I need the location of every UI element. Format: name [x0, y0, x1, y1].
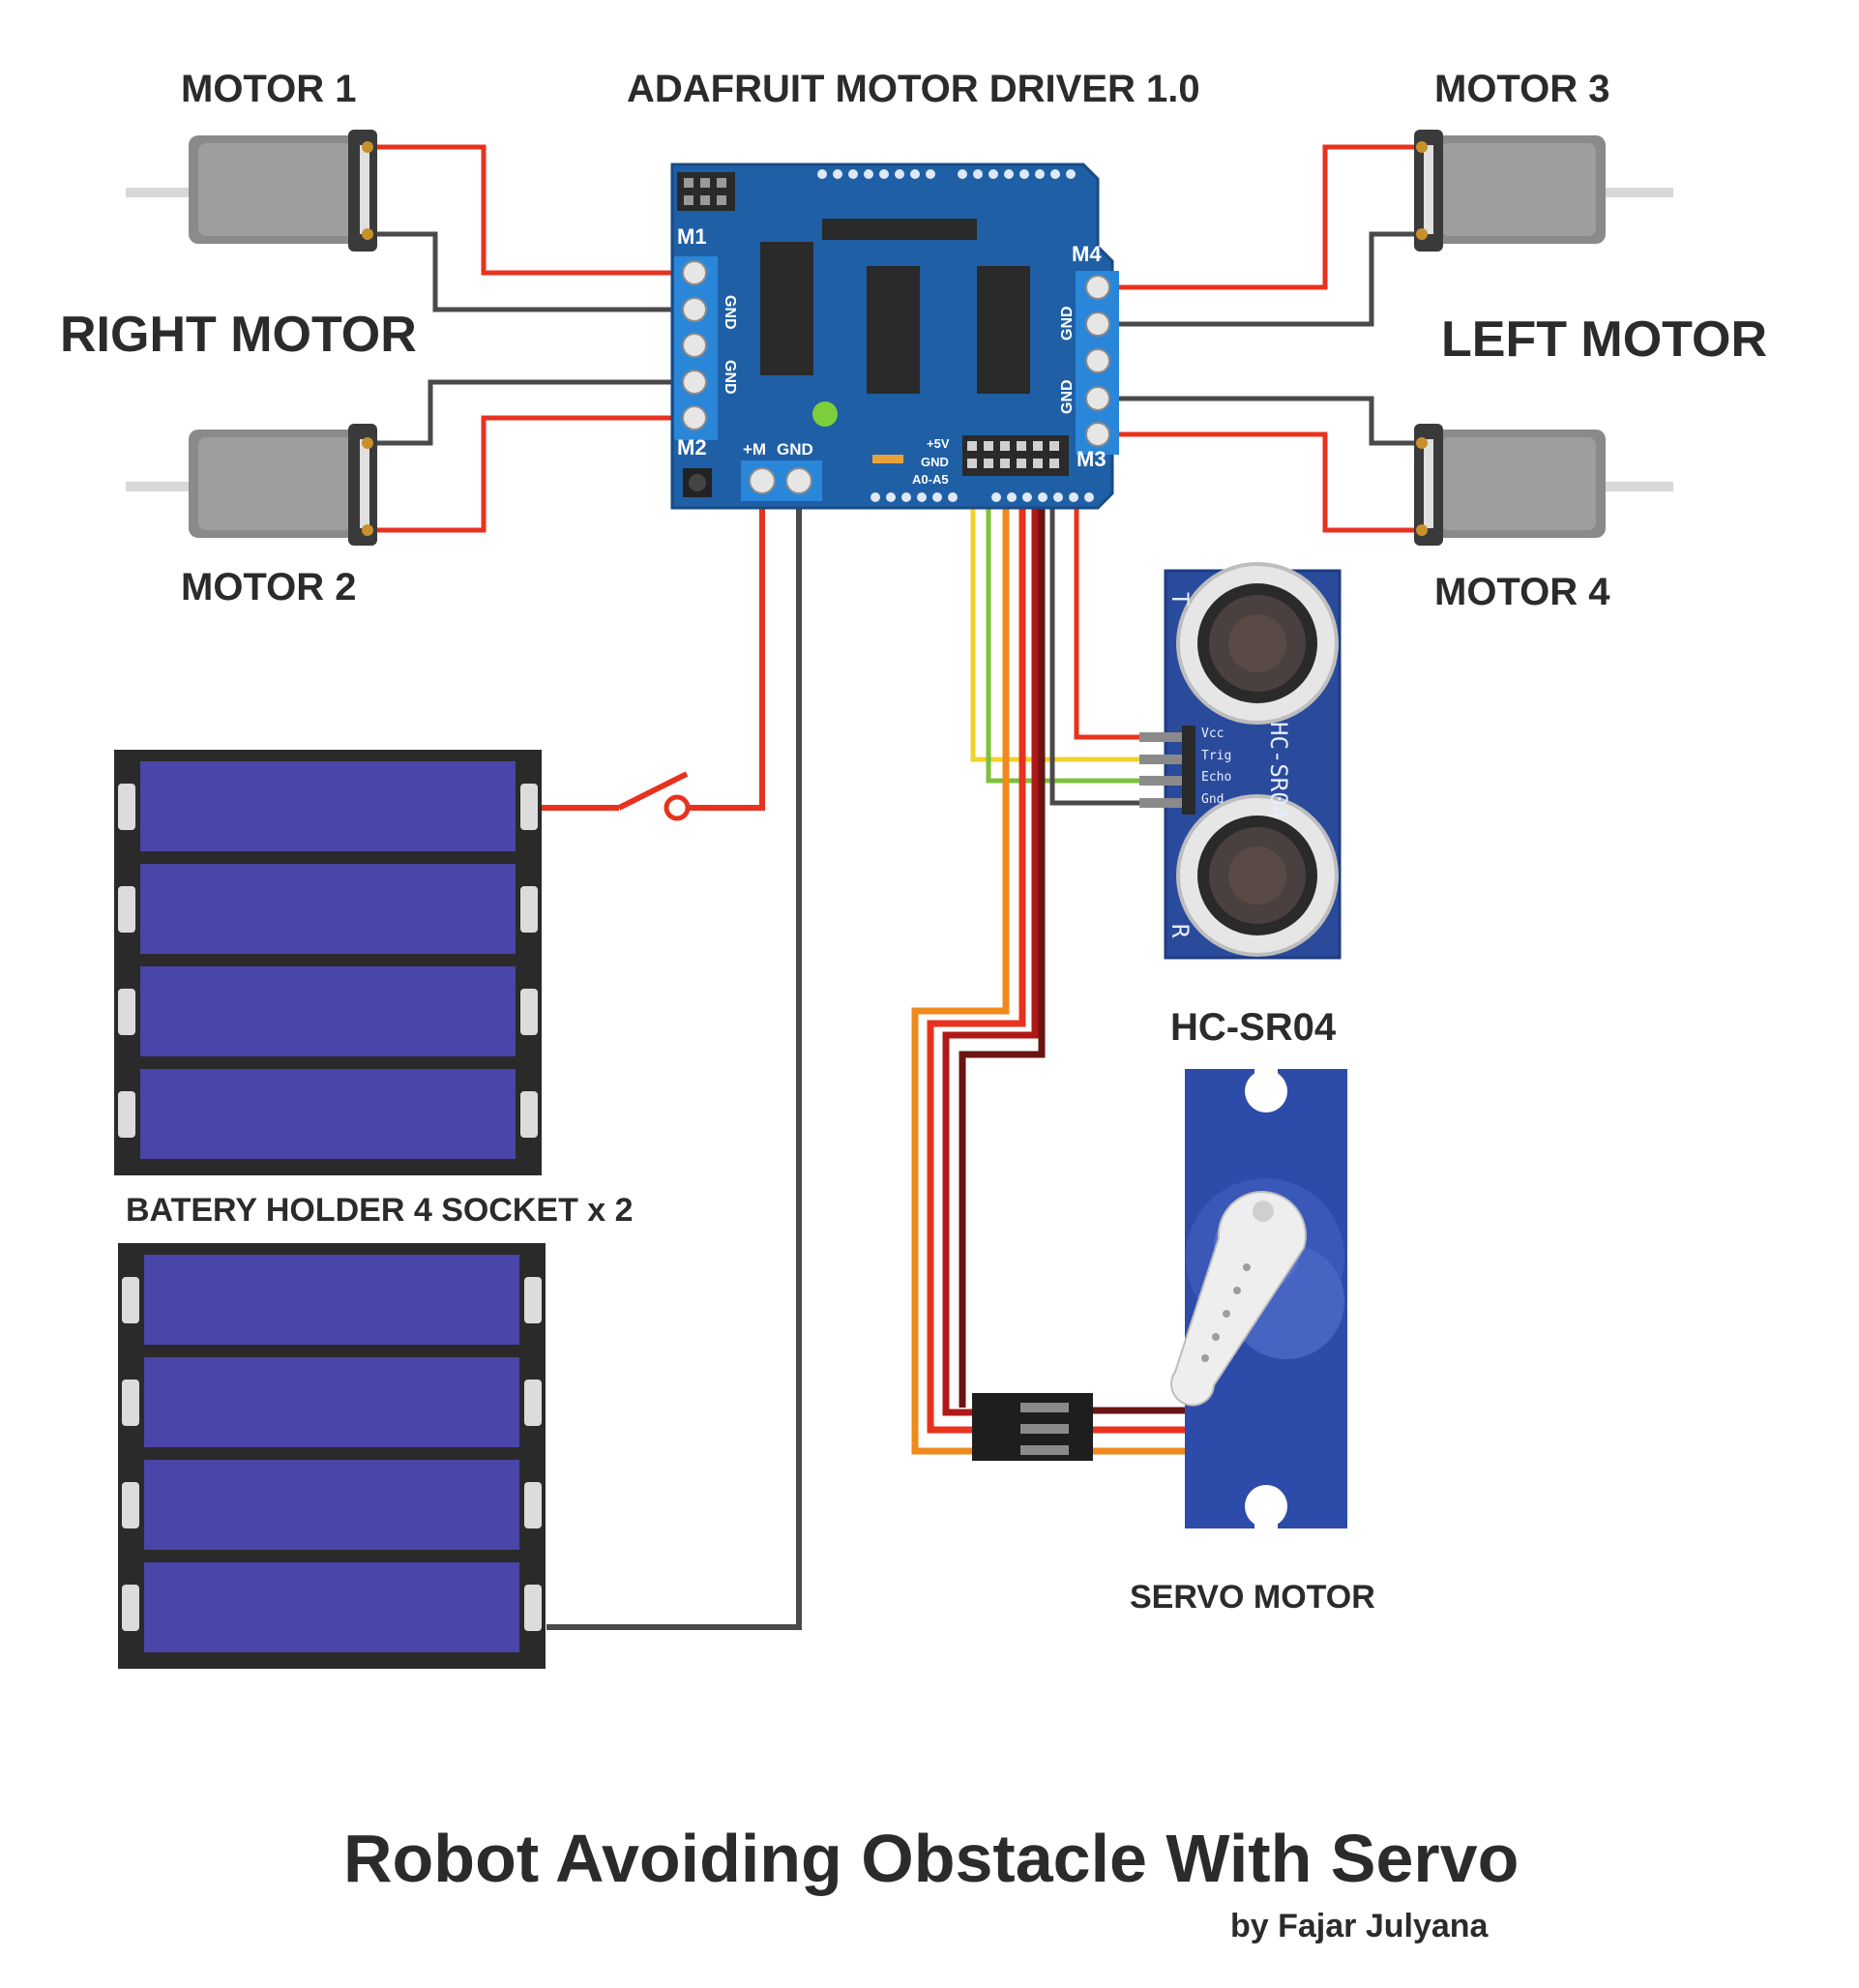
power-wires: [542, 493, 802, 1630]
label-motor-2: MOTOR 2: [181, 566, 357, 608]
wire-motor3-red: [1098, 144, 1422, 290]
label-motor-3: MOTOR 3: [1434, 68, 1610, 110]
sensor-model-silk: HC-SR04: [1265, 722, 1292, 819]
wire-motor1-red: [368, 144, 677, 276]
wire-servo-darkred: [959, 460, 1046, 1408]
servo-horn: [1170, 1191, 1307, 1407]
wire-motor4-red: [1098, 431, 1422, 533]
wire-sensor-vcc: [1074, 445, 1139, 740]
wire-motor4-black: [1098, 396, 1422, 446]
diagram-title: Robot Avoiding Obstacle With Servo: [343, 1821, 1519, 1896]
wire-sensor-echo: [986, 479, 1139, 784]
label-pwr-plus: +M: [743, 440, 766, 459]
label-motor-driver: ADAFRUIT MOTOR DRIVER 1.0: [627, 68, 1200, 110]
wire-motor3-black: [1098, 231, 1422, 327]
label-right-motor: RIGHT MOTOR: [60, 307, 417, 363]
wire-sensor-trig: [970, 479, 1139, 762]
wire-sensor-gnd: [1049, 479, 1139, 806]
sensor-r-mark: R: [1166, 924, 1194, 938]
board-header-dots: [817, 169, 1094, 502]
label-gnd-left-2: GND: [722, 360, 738, 395]
label-gnd-left-1: GND: [722, 295, 738, 330]
servo-motor: [972, 1069, 1347, 1528]
sensor-pin-vcc: Vcc: [1201, 727, 1224, 741]
label-m1: M1: [677, 224, 707, 249]
motor-driver-board: M1 M2 M3 M4 GND GND GND GND +M GND +5V G…: [670, 163, 1119, 510]
label-battery-holder: BATERY HOLDER 4 SOCKET x 2: [126, 1192, 634, 1229]
sensor-wires: [970, 445, 1139, 806]
motor-wires: [368, 144, 1422, 533]
wire-motor1-black: [368, 231, 677, 312]
wire-servo-red: [927, 460, 1026, 1434]
label-pwr-gnd: GND: [777, 440, 813, 459]
terminal-screws-left: [682, 260, 707, 430]
switch-contact: [664, 794, 691, 821]
ultrasonic-sensor: Vcc Trig Echo Gnd HC-SR04 T R: [1139, 562, 1342, 960]
motor-4: [1414, 424, 1673, 546]
label-left-motor: LEFT MOTOR: [1441, 312, 1767, 368]
sensor-pin-gnd: Gnd: [1201, 792, 1224, 807]
wire-servo-darkred-2: [942, 460, 1039, 1416]
motor-2: [126, 424, 377, 546]
label-pin-gnd: GND: [921, 455, 949, 469]
motor-1: [126, 130, 377, 252]
label-motor-4: MOTOR 4: [1434, 571, 1610, 613]
motor-3: [1414, 130, 1673, 252]
sensor-pin-echo: Echo: [1201, 770, 1231, 785]
label-m4: M4: [1072, 242, 1102, 266]
label-gnd-right-1: GND: [1059, 306, 1076, 341]
wire-motor2-black: [368, 379, 677, 446]
switch-lever: [617, 771, 689, 811]
servo-wires: [911, 460, 1188, 1455]
label-m2: M2: [677, 435, 707, 460]
battery-holder-1: [114, 750, 542, 1175]
wire-power-red: [677, 493, 765, 811]
label-servo-motor: SERVO MOTOR: [1130, 1579, 1375, 1616]
label-pin-5v: +5V: [927, 436, 950, 451]
battery-holder-2: [118, 1243, 546, 1669]
label-hc-sr04: HC-SR04: [1170, 1006, 1337, 1049]
label-gnd-right-2: GND: [1059, 379, 1076, 414]
wire-servo-orange: [911, 479, 1010, 1455]
label-motor-1: MOTOR 1: [181, 68, 357, 110]
diagram-byline: by Fajar Julyana: [1230, 1908, 1490, 1944]
sensor-t-mark: T: [1166, 592, 1194, 606]
terminal-screws-right: [1085, 275, 1110, 447]
label-m3: M3: [1077, 447, 1107, 471]
wire-motor2-red: [368, 415, 677, 533]
label-pin-analog: A0-A5: [912, 472, 949, 487]
wire-power-gnd: [546, 493, 802, 1630]
sensor-pin-trig: Trig: [1201, 749, 1231, 763]
